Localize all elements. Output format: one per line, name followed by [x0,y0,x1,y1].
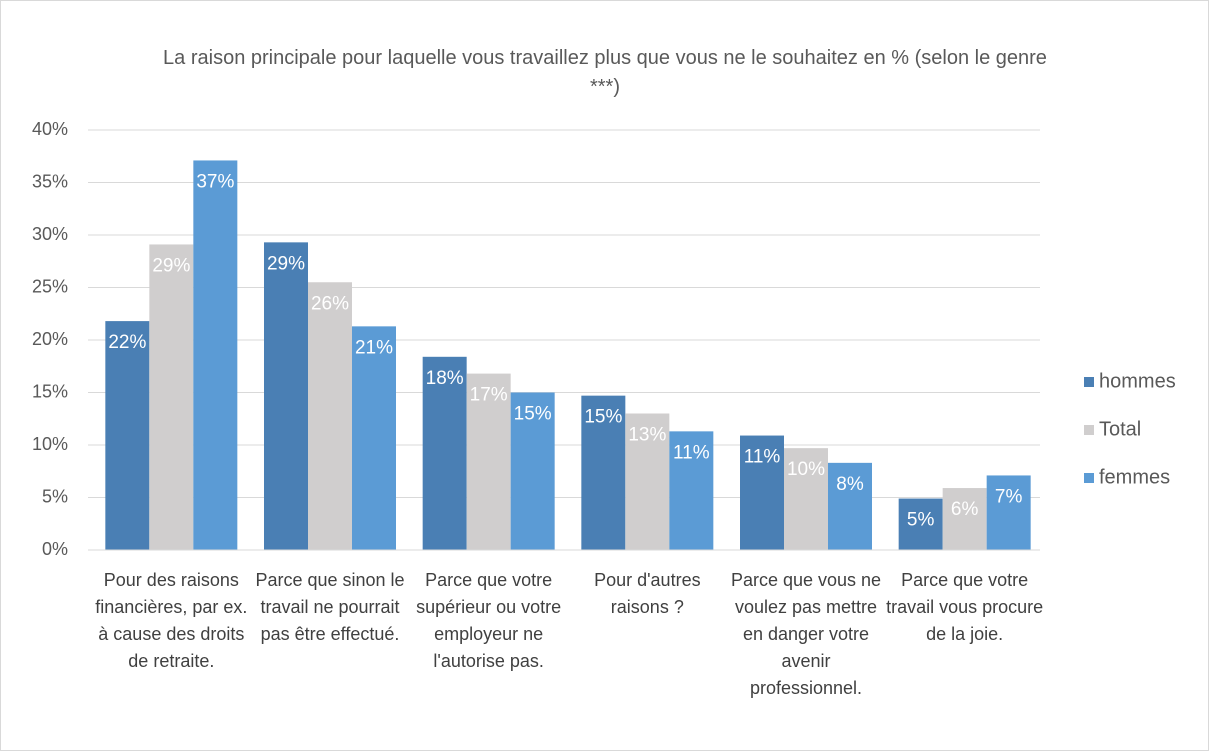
bar [740,435,784,550]
bar [466,373,511,550]
x-tick-label: Parce que vous ne voulez pas mettre en d… [730,570,882,698]
data-label: 10% [787,459,825,480]
legend-label: Total [1099,418,1141,440]
data-label: 11% [744,447,781,468]
bar [986,475,1031,550]
bar [422,356,467,550]
x-tick-label: Pour d'autres raisons ? [594,570,701,617]
y-tick-label: 25% [32,276,68,296]
data-label: 29% [152,255,190,276]
chart-title: La raison principale pour laquelle vous … [163,47,1047,98]
data-label: 26% [311,293,349,314]
bar [784,448,828,550]
y-tick-label: 0% [42,539,68,559]
x-tick-label: Parce que votre supérieur ou votre emplo… [416,570,562,671]
y-tick-label: 5% [42,486,68,506]
data-label: 11% [673,442,710,463]
data-label: 37% [196,171,234,192]
y-tick-label: 40% [32,119,68,139]
legend-swatch [1084,473,1094,483]
bar [942,488,987,550]
legend-label: hommes [1099,370,1176,392]
data-label: 8% [836,474,864,495]
legend-label: femmes [1099,466,1170,488]
data-label: 17% [470,385,508,406]
y-tick-label: 15% [32,381,68,401]
data-label: 5% [907,510,935,531]
data-label: 13% [628,425,666,446]
bar [510,392,555,550]
data-label: 7% [995,486,1023,507]
data-label: 22% [108,332,146,353]
data-label: 18% [426,368,464,389]
bar [105,321,150,550]
bar [669,431,714,550]
y-tick-label: 35% [32,171,68,191]
y-tick-label: 20% [32,329,68,349]
bar [625,413,670,550]
bar [193,160,238,550]
x-tick-label: Pour des raisons financières, par ex. à … [95,570,248,671]
data-label: 6% [951,499,979,520]
bar [898,498,943,550]
data-label: 29% [267,253,305,274]
data-label: 15% [584,407,622,428]
bar [264,242,308,550]
bar [308,282,352,550]
legend-swatch [1084,425,1094,435]
bar [581,395,626,550]
legend-swatch [1084,377,1094,387]
data-label: 15% [514,404,552,425]
data-label: 21% [355,337,393,358]
y-tick-label: 10% [32,434,68,454]
y-tick-label: 30% [32,224,68,244]
x-tick-label: Parce que votre travail vous procure de … [886,570,1044,644]
bar [352,326,396,550]
bar [149,244,194,550]
bar [828,462,872,550]
x-tick-label: Parce que sinon le travail ne pourrait p… [255,570,405,644]
